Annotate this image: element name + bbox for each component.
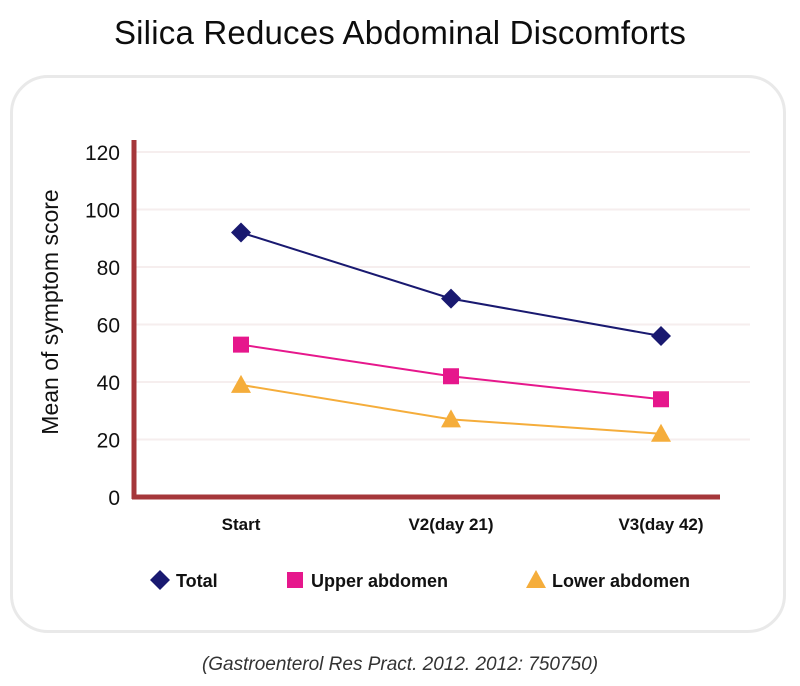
y-tick-label: 100: [85, 200, 120, 223]
y-tick-label: 120: [85, 142, 120, 165]
legend-label: Total: [176, 571, 218, 591]
legend-item-2: Lower abdomen: [526, 570, 690, 591]
series-2: [231, 374, 671, 442]
series-group: [231, 222, 671, 442]
legend-label: Upper abdomen: [311, 571, 448, 591]
y-tick-label: 20: [97, 430, 120, 453]
source-citation: (Gastroenterol Res Pract. 2012. 2012: 75…: [201, 654, 599, 675]
x-category-label: V2(day 21): [408, 515, 493, 534]
data-point: [231, 374, 251, 393]
grid-lines: [134, 151, 750, 441]
x-category-label: V3(day 42): [618, 515, 703, 534]
data-point: [443, 368, 459, 385]
y-tick-label: 0: [108, 487, 120, 510]
legend-item-0: Total: [150, 570, 218, 591]
legend-item-1: Upper abdomen: [287, 571, 448, 591]
y-tick-label: 80: [97, 257, 120, 280]
series-1: [233, 336, 669, 408]
y-axis-title: Mean of symptom score: [37, 189, 63, 434]
axes: [131, 140, 720, 500]
x-category-labels: Start V2(day 21) V3(day 42): [222, 515, 704, 534]
data-point: [653, 391, 669, 408]
series-line: [240, 231, 662, 337]
data-point: [441, 288, 461, 309]
legend-marker: [150, 570, 170, 590]
legend: Total Upper abdomen Lower abdomen: [150, 570, 690, 591]
x-category-label: Start: [222, 515, 261, 534]
chart-title: Silica Reduces Abdominal Discomforts: [113, 14, 687, 51]
legend-marker: [526, 570, 546, 588]
data-point: [231, 222, 251, 243]
data-point: [233, 336, 249, 353]
data-point: [651, 423, 671, 442]
y-tick-labels: 0 20 40 60 80 100 120: [85, 142, 120, 510]
y-tick-label: 60: [97, 315, 120, 338]
y-tick-label: 40: [97, 372, 120, 395]
series-0: [231, 222, 671, 346]
legend-label: Lower abdomen: [552, 571, 690, 591]
chart-card: [10, 75, 786, 633]
data-point: [441, 409, 461, 428]
data-point: [651, 326, 671, 346]
legend-marker: [287, 572, 303, 588]
